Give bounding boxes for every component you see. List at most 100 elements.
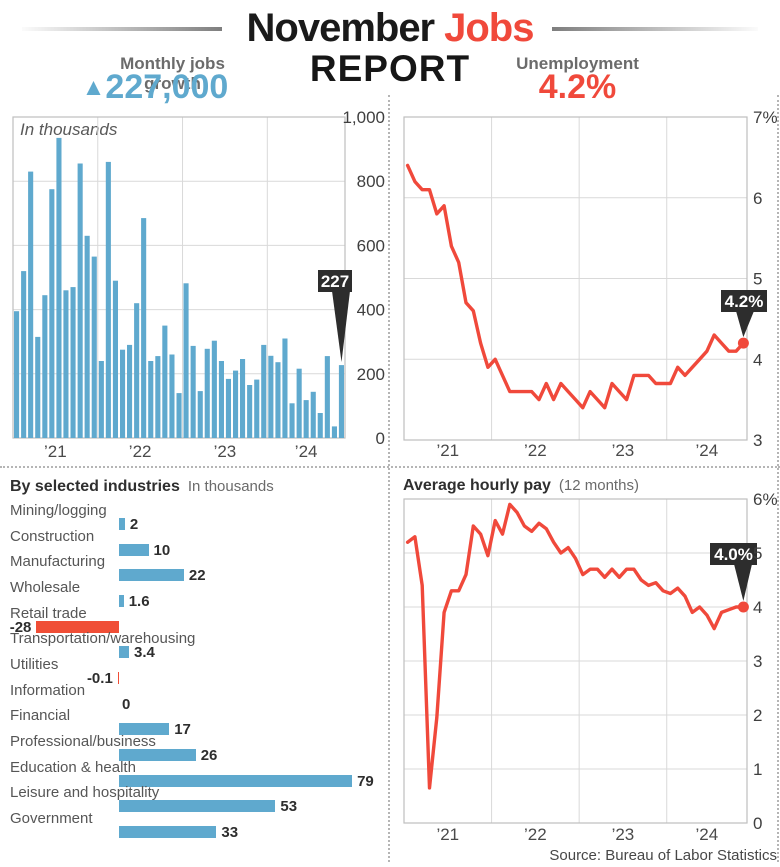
- industry-label: Government: [10, 809, 93, 827]
- axis-tick-label: 4: [753, 598, 762, 617]
- industry-label: Construction: [10, 527, 95, 545]
- jobs-bar: [190, 345, 196, 438]
- jobs-bar: [14, 311, 20, 438]
- industry-label: Information: [10, 681, 86, 699]
- middle-divider: [0, 466, 780, 468]
- industry-bar: [119, 825, 217, 838]
- industry-label: Transportation/warehousing: [10, 630, 196, 648]
- jobs-bar: [56, 137, 62, 438]
- jobs-bar: [261, 344, 267, 438]
- axis-tick-label: ’22: [524, 825, 547, 844]
- industry-bar: [119, 723, 170, 736]
- industry-bar: [119, 774, 353, 787]
- industry-value: 2: [129, 516, 139, 533]
- industry-bar-negative: [117, 672, 119, 684]
- axis-tick-label: ’22: [129, 442, 152, 461]
- axis-tick-label: ’23: [214, 442, 237, 461]
- jobs-bar: [303, 400, 309, 438]
- axis-tick-label: ’21: [436, 441, 459, 460]
- industry-value: 1.6: [128, 593, 150, 610]
- unemployment-end-dot: [737, 337, 749, 349]
- jobs-bar: [63, 290, 69, 438]
- axis-tick-label: 3: [753, 431, 762, 450]
- axis-tick-label: 200: [357, 365, 385, 384]
- axis-tick-label: ’24: [696, 825, 719, 844]
- plot-border: [403, 116, 748, 441]
- jobs-bar: [120, 349, 126, 438]
- industry-value: -0.1: [86, 670, 113, 687]
- jobs-bar: [247, 385, 253, 438]
- axis-tick-label: 6%: [753, 490, 778, 509]
- jobs-bar: [331, 426, 337, 438]
- industry-bar: [119, 518, 125, 530]
- industries-chart-title: By selected industries In thousands: [10, 478, 274, 495]
- industry-value: 3.4: [134, 644, 155, 662]
- axis-tick-label: ’24: [295, 442, 318, 461]
- jobs-bar: [141, 218, 147, 438]
- jobs-bar: [282, 338, 288, 438]
- industry-value: 10: [153, 541, 171, 559]
- industry-value: 0: [122, 695, 131, 713]
- jobs-bar: [254, 379, 260, 438]
- axis-tick-label: ’23: [612, 825, 635, 844]
- jobs-bar: [134, 303, 140, 438]
- axis-tick-label: 5: [753, 544, 762, 563]
- industry-value: 79: [357, 772, 374, 790]
- axis-tick-label: ’22: [524, 441, 547, 460]
- axis-tick-label: 1: [753, 760, 762, 779]
- page-title-red: Jobs: [444, 6, 534, 50]
- axis-tick-label: ’23: [612, 441, 635, 460]
- axis-tick-label: 4.2%: [725, 292, 764, 311]
- jobs-bar: [70, 287, 76, 438]
- center-divider: [388, 95, 390, 862]
- unemployment-line: [405, 163, 746, 410]
- jobs-bar: [218, 361, 224, 438]
- axis-tick-label: 600: [357, 236, 385, 255]
- hourly_pay-line: [405, 502, 746, 790]
- industry-label: Mining/logging: [10, 502, 107, 519]
- jobs-bar: [324, 356, 330, 438]
- axis-tick-label: 7%: [753, 108, 778, 127]
- jobs-bar: [240, 359, 246, 438]
- header-rule-right: [552, 27, 758, 31]
- jobs-bar: [28, 171, 34, 438]
- industry-label: Education & health: [10, 758, 136, 776]
- axis-tick-label: ’21: [44, 442, 67, 461]
- axis-tick-label: 0: [376, 429, 385, 448]
- industry-bar: [119, 748, 196, 761]
- jobs-growth-value: ▲227,000: [81, 68, 229, 106]
- jobs-bar: [91, 256, 97, 438]
- page-title-black: November: [246, 6, 436, 50]
- jobs-bar: [84, 235, 90, 438]
- industry-value: 26: [200, 746, 218, 764]
- axis-tick-label: 800: [357, 172, 385, 191]
- up-triangle-icon: ▲: [81, 74, 106, 101]
- jobs-bar: [105, 161, 111, 438]
- jobs-bar: [268, 355, 274, 438]
- industry-bar: [119, 595, 124, 607]
- plot-border: [403, 498, 748, 824]
- jobs-chart-unit-note: In thousands: [20, 120, 118, 139]
- right-edge-divider: [777, 95, 779, 862]
- jobs-bar: [155, 356, 161, 438]
- jobs-bar: [296, 368, 302, 438]
- axis-tick-label: 5: [753, 270, 762, 289]
- source-credit: Source: Bureau of Labor Statistics: [549, 847, 777, 864]
- industry-value: -28: [9, 618, 32, 636]
- jobs-bar: [225, 378, 231, 438]
- axis-tick-label: ’21: [436, 825, 459, 844]
- callout-box: [710, 543, 757, 565]
- callout-pointer: [734, 564, 752, 601]
- jobs-bar: [197, 391, 203, 438]
- page-title-line2: REPORT: [309, 48, 471, 89]
- axis-tick-label: 0: [753, 814, 762, 833]
- jobs-bar: [98, 361, 104, 438]
- jobs-bar: [127, 344, 133, 438]
- jobs-bar: [310, 391, 316, 438]
- jobs-bar: [148, 361, 154, 438]
- jobs-bar: [183, 283, 189, 438]
- industry-label: Manufacturing: [10, 553, 106, 571]
- industry-label: Wholesale: [10, 579, 81, 596]
- jobs-bar: [211, 340, 217, 438]
